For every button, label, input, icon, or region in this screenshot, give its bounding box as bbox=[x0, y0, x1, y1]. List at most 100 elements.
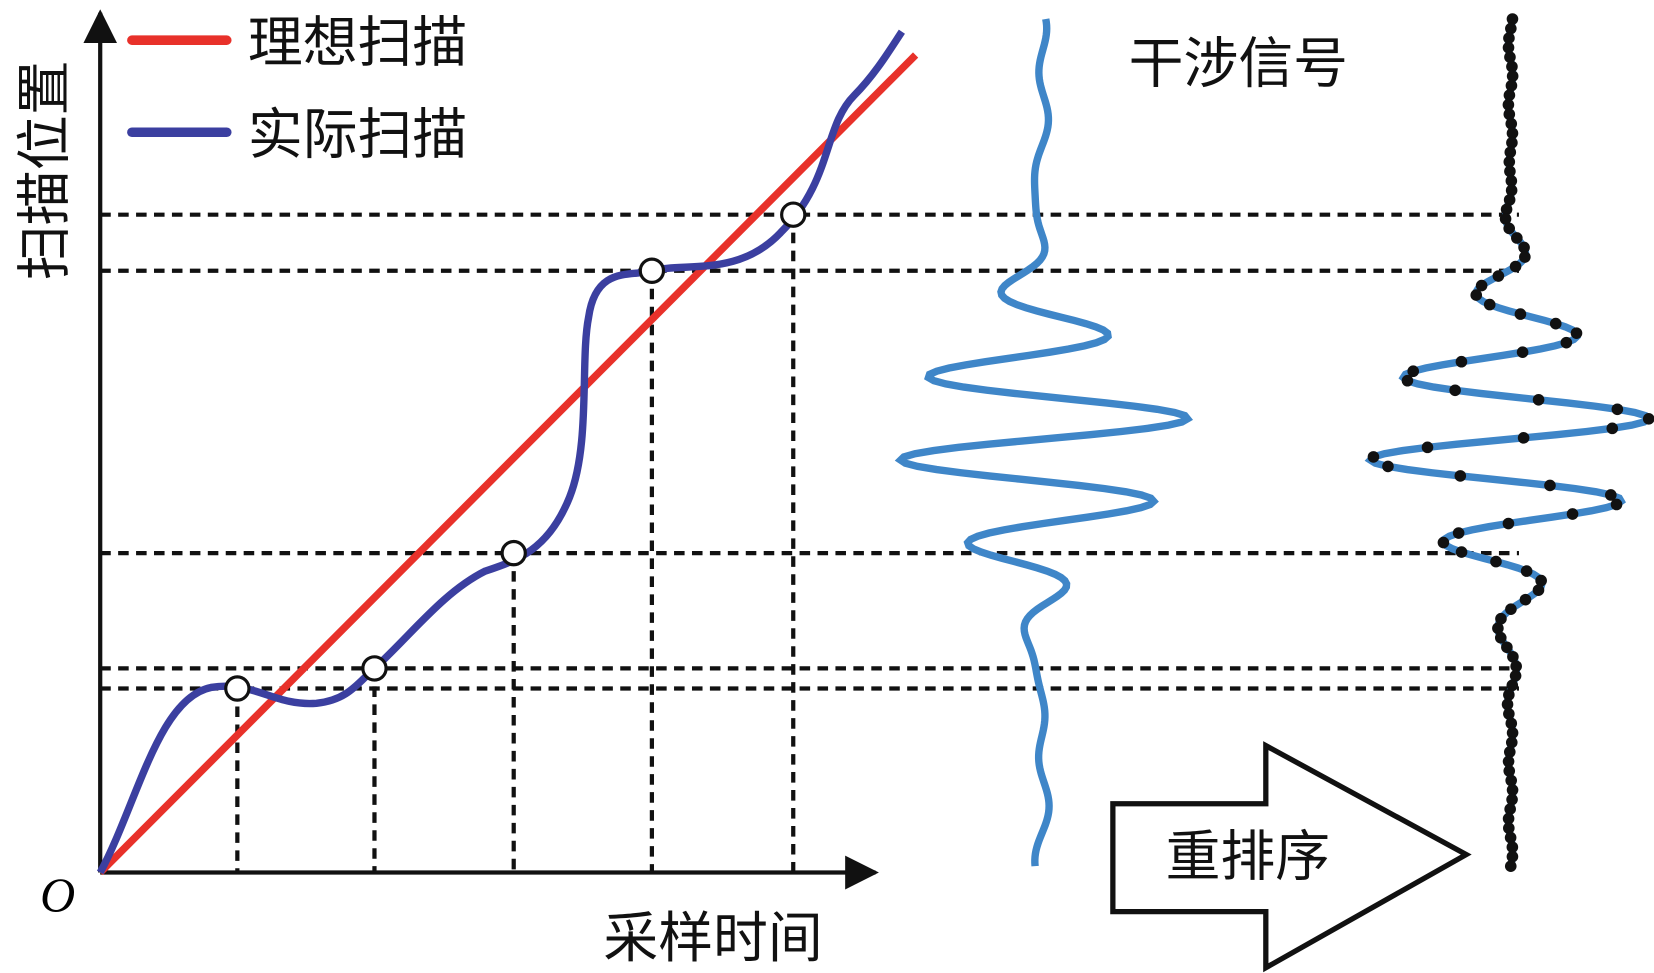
sample-dot bbox=[1454, 470, 1467, 482]
sample-dot bbox=[1544, 479, 1556, 492]
sample-dot bbox=[1506, 60, 1518, 73]
sample-dot bbox=[1501, 698, 1514, 711]
sample-dot bbox=[1505, 184, 1518, 197]
sample-dot bbox=[1503, 822, 1515, 834]
sample-dot bbox=[1506, 13, 1519, 25]
sample-dot bbox=[1506, 727, 1519, 739]
sample-dot bbox=[1535, 574, 1547, 587]
sample-dot bbox=[1504, 831, 1517, 844]
sample-dot bbox=[1520, 565, 1533, 577]
sample-dot bbox=[1502, 98, 1515, 111]
sample-dot bbox=[1503, 746, 1516, 758]
sample-dot bbox=[1506, 793, 1518, 806]
sample-dot bbox=[1606, 422, 1619, 435]
sample-dot bbox=[1505, 774, 1517, 787]
sample-dot bbox=[1505, 717, 1518, 730]
sample-dot bbox=[1519, 251, 1531, 263]
sample-dot bbox=[1492, 270, 1505, 282]
sample-dot bbox=[1504, 803, 1516, 815]
legend-label: 理想扫描 bbox=[248, 10, 467, 74]
guide-lines bbox=[100, 212, 1519, 873]
reordered-samples bbox=[1367, 13, 1654, 872]
sample-dot bbox=[1610, 498, 1623, 511]
sample-dot bbox=[1506, 841, 1519, 853]
origin-label: O bbox=[40, 869, 75, 923]
sample-dot bbox=[1503, 108, 1516, 121]
sample-dot bbox=[1506, 850, 1519, 863]
sample-dot bbox=[1509, 260, 1522, 273]
sample-dot bbox=[1502, 755, 1515, 768]
sample-dot bbox=[1510, 660, 1522, 673]
sample-dot bbox=[1470, 289, 1483, 301]
sample-dot bbox=[1495, 612, 1507, 625]
sample-dot bbox=[1505, 117, 1518, 130]
reorder-arrow bbox=[1110, 741, 1472, 973]
sample-dot bbox=[1437, 536, 1450, 549]
sample-dot bbox=[1517, 432, 1530, 444]
sample-dot bbox=[1504, 51, 1516, 63]
sample-dot bbox=[1483, 298, 1496, 311]
sample-dot bbox=[1452, 527, 1465, 539]
sample-dot bbox=[1503, 32, 1515, 44]
sample-dot bbox=[1605, 489, 1617, 501]
sample-dot bbox=[1502, 41, 1515, 54]
sample-dot bbox=[1516, 346, 1529, 359]
sample-dot bbox=[1506, 127, 1519, 140]
sample-dot bbox=[1449, 384, 1461, 397]
y-axis-label: 扫描位置 bbox=[12, 60, 76, 280]
actual-scan bbox=[96, 29, 905, 875]
sample-dot bbox=[1503, 765, 1516, 777]
sample-dot bbox=[1502, 517, 1515, 530]
sample-dot bbox=[1505, 175, 1518, 187]
interference-signal bbox=[894, 18, 1194, 867]
sample-dot bbox=[1506, 679, 1519, 692]
arrow-label: 重排序 bbox=[1166, 825, 1331, 889]
sample-dot bbox=[1455, 355, 1468, 368]
sample-dot bbox=[1532, 393, 1545, 406]
sample-dot bbox=[1407, 365, 1420, 378]
sample-dot bbox=[1611, 403, 1624, 416]
sample-dot bbox=[1504, 860, 1517, 872]
sample-dot bbox=[1560, 336, 1573, 349]
sample-dot bbox=[1505, 79, 1518, 92]
sample-dot bbox=[1549, 317, 1562, 330]
sample-dot bbox=[1503, 89, 1516, 102]
sample-dot bbox=[1503, 689, 1515, 701]
sample-dot bbox=[1504, 146, 1517, 159]
sample-dot bbox=[1518, 241, 1530, 254]
sample-dot bbox=[1514, 308, 1527, 320]
sample-dot bbox=[1519, 593, 1532, 606]
sample-dot bbox=[1503, 194, 1516, 206]
sample-dot bbox=[1642, 412, 1654, 425]
sample-dot bbox=[1503, 708, 1515, 720]
sample-dot bbox=[1506, 70, 1519, 82]
sample-points bbox=[224, 201, 807, 702]
sample-dot bbox=[1505, 736, 1518, 749]
sample-dot bbox=[1455, 546, 1468, 558]
signal-label: 干涉信号 bbox=[1129, 31, 1348, 95]
sample-dot bbox=[1421, 441, 1434, 454]
sample-dot bbox=[1499, 213, 1512, 225]
sample-dot bbox=[1494, 631, 1507, 644]
sample-dot bbox=[1506, 136, 1518, 149]
sample-dot bbox=[1506, 784, 1519, 796]
sample-dot bbox=[1505, 603, 1517, 615]
sample-dot bbox=[1382, 460, 1394, 473]
sample-dot bbox=[1503, 155, 1516, 168]
sample-dot bbox=[1490, 555, 1502, 568]
sample-dot bbox=[1532, 584, 1545, 596]
sample-dot bbox=[1475, 279, 1488, 292]
sample-dot bbox=[1492, 622, 1504, 635]
ideal-scan bbox=[97, 52, 919, 876]
sample-dot bbox=[1503, 222, 1515, 235]
x-axis-label: 采样时间 bbox=[603, 906, 822, 970]
sample-dot bbox=[1401, 374, 1414, 387]
sample-dot bbox=[1501, 641, 1513, 654]
sample-dot bbox=[1507, 650, 1519, 663]
sample-dot bbox=[1566, 508, 1579, 520]
sample-dot bbox=[1570, 327, 1583, 339]
sample-dot bbox=[1505, 22, 1517, 35]
sample-dot bbox=[1511, 232, 1523, 244]
sample-dot bbox=[1500, 203, 1513, 216]
